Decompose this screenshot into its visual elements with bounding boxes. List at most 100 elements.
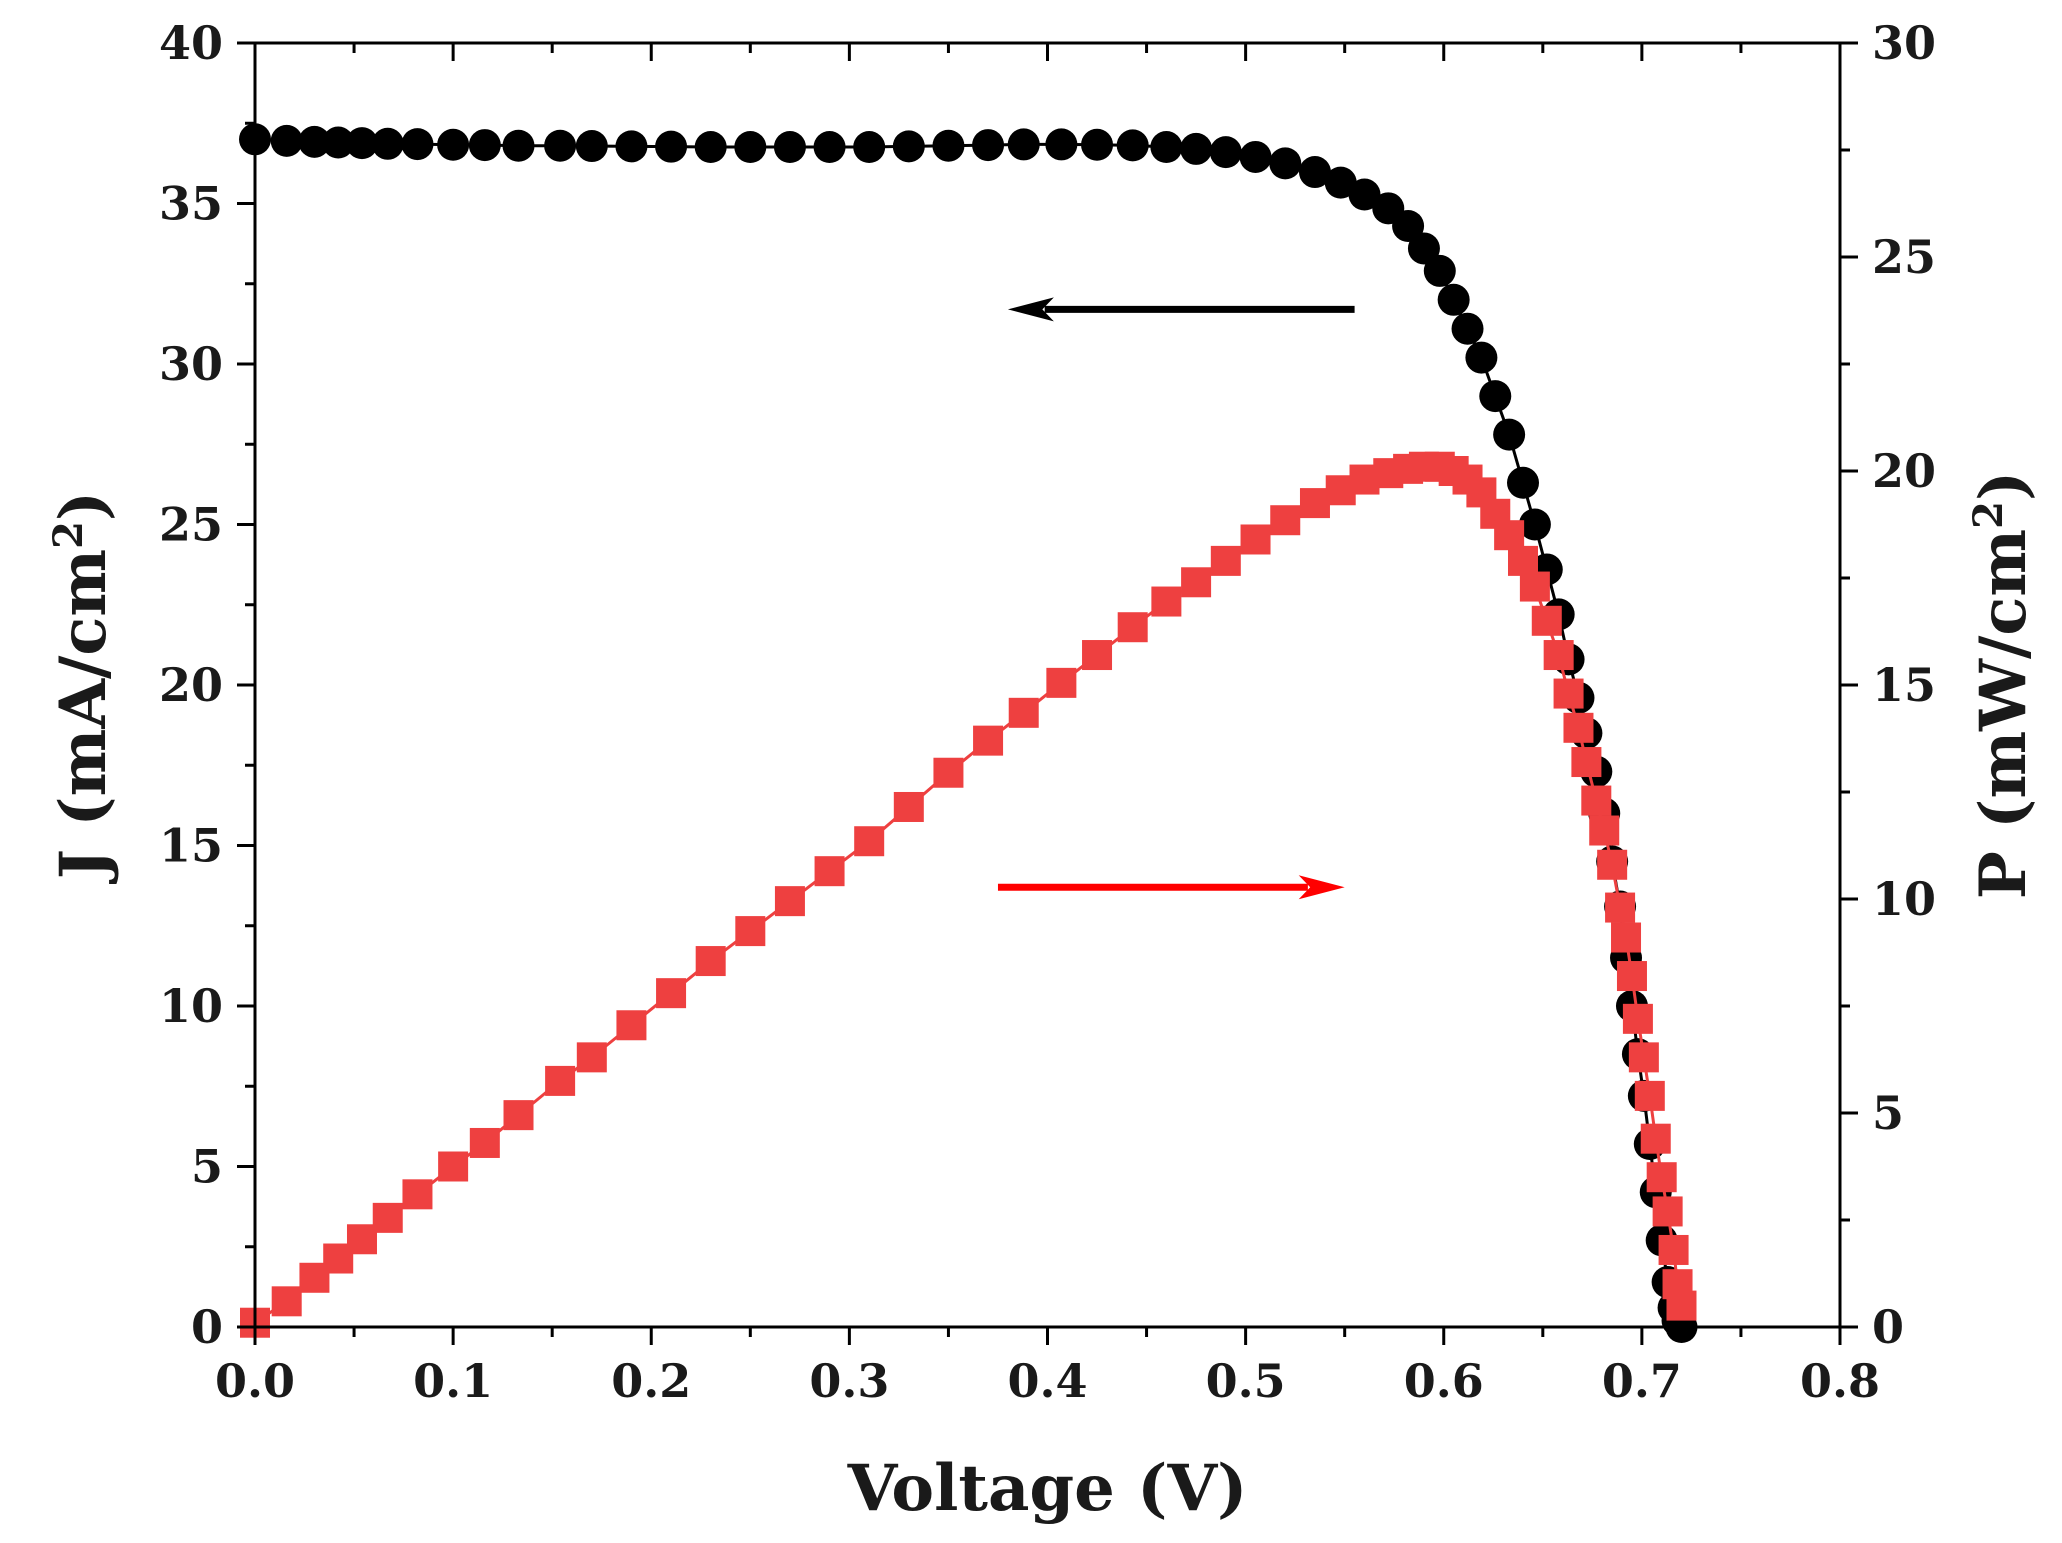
x-tick-label: 0.8 bbox=[1800, 1354, 1880, 1408]
data-point-j bbox=[401, 128, 434, 161]
data-point-j bbox=[575, 130, 608, 163]
data-point-j bbox=[1348, 178, 1381, 211]
data-point-p bbox=[438, 1151, 469, 1182]
arrow-annotation-right bbox=[997, 875, 1345, 900]
x-tick-label: 0.5 bbox=[1206, 1354, 1286, 1408]
data-point-j bbox=[1150, 131, 1183, 164]
data-point-p bbox=[1494, 520, 1525, 551]
data-point-p bbox=[346, 1224, 377, 1255]
arrow-head bbox=[1298, 875, 1345, 900]
data-point-p bbox=[973, 725, 1004, 756]
y2-axis-title-sup: 2 bbox=[1965, 501, 2012, 529]
data-point-p bbox=[1634, 1080, 1665, 1111]
arrow-annotation-left bbox=[1007, 297, 1355, 322]
y2-tick-label: 30 bbox=[1872, 16, 1936, 70]
y2-axis-title: P (mW/cm2) bbox=[1965, 471, 2042, 899]
data-point-p bbox=[1519, 571, 1550, 602]
y-tick-label: 5 bbox=[191, 1140, 223, 1194]
data-point-p bbox=[1640, 1123, 1671, 1154]
series-line-p bbox=[254, 465, 1683, 1324]
data-point-p bbox=[854, 826, 885, 857]
y2-axis-title-main: P (mW/cm bbox=[1966, 529, 2041, 899]
y-tick-label: 35 bbox=[159, 177, 223, 231]
x-tick-label: 0.0 bbox=[215, 1354, 295, 1408]
data-point-j bbox=[1180, 132, 1213, 165]
x-axis-title: Voltage (V) bbox=[847, 1451, 1248, 1526]
data-point-j bbox=[813, 131, 846, 164]
y2-tick-label: 20 bbox=[1872, 444, 1936, 498]
data-point-j bbox=[1518, 508, 1551, 541]
data-point-j bbox=[1423, 254, 1456, 287]
y-axis-title-close: ) bbox=[46, 491, 121, 521]
data-point-j bbox=[1451, 312, 1484, 345]
data-point-p bbox=[1008, 697, 1039, 728]
data-point-p bbox=[814, 856, 845, 887]
x-tick-label: 0.7 bbox=[1602, 1354, 1682, 1408]
data-point-j bbox=[544, 129, 577, 162]
data-point-p bbox=[1046, 667, 1077, 698]
data-point-j bbox=[1324, 166, 1357, 199]
data-point-p bbox=[1117, 612, 1148, 643]
data-point-p bbox=[1531, 605, 1562, 636]
data-point-p bbox=[735, 916, 766, 947]
data-point-p bbox=[1151, 586, 1182, 617]
data-point-j bbox=[298, 125, 331, 158]
arrow-head bbox=[1007, 297, 1054, 322]
data-point-p bbox=[1299, 488, 1330, 519]
data-point-p bbox=[774, 886, 805, 917]
data-point-p bbox=[1597, 849, 1628, 880]
data-point-p bbox=[1508, 545, 1538, 576]
data-point-p bbox=[1082, 640, 1113, 671]
annotation-layer bbox=[997, 297, 1355, 900]
data-point-p bbox=[1628, 1042, 1659, 1073]
axes-layer: 0.0 0.1 0.2 0.3 0.4 0.5 0.6 0.7 0.80510152025303… bbox=[159, 16, 1936, 1408]
data-point-p bbox=[1589, 815, 1620, 846]
data-point-j bbox=[1407, 232, 1440, 265]
data-point-j bbox=[1239, 140, 1272, 173]
y-tick-label: 30 bbox=[159, 337, 223, 391]
data-point-p bbox=[656, 978, 687, 1009]
data-point-p bbox=[1658, 1234, 1689, 1265]
data-point-j bbox=[1298, 156, 1331, 189]
y2-tick-label: 10 bbox=[1872, 872, 1936, 926]
data-point-p bbox=[402, 1179, 433, 1210]
data-point-j bbox=[1045, 128, 1078, 161]
data-point-p bbox=[1553, 678, 1584, 709]
y-tick-label: 15 bbox=[159, 819, 223, 873]
data-point-p bbox=[933, 757, 964, 788]
x-tick-label: 0.2 bbox=[611, 1354, 691, 1408]
data-point-j bbox=[502, 129, 535, 162]
data-point-p bbox=[576, 1042, 607, 1073]
data-point-p bbox=[1622, 1003, 1653, 1034]
data-point-p bbox=[503, 1100, 534, 1131]
data-point-p bbox=[1611, 922, 1642, 953]
data-point-p bbox=[893, 791, 924, 822]
data-point-j bbox=[1437, 283, 1470, 316]
x-tick-label: 0.1 bbox=[413, 1354, 493, 1408]
data-point-p bbox=[1666, 1290, 1697, 1321]
data-point-j bbox=[371, 127, 404, 160]
data-point-j bbox=[1392, 209, 1425, 242]
data-point-j bbox=[1479, 380, 1512, 413]
data-point-j bbox=[1493, 418, 1526, 451]
data-point-j bbox=[972, 129, 1005, 162]
data-point-j bbox=[322, 126, 355, 159]
series-layer bbox=[239, 123, 1698, 1343]
y-axis-title: J (mA/cm2) bbox=[45, 491, 122, 884]
data-point-p bbox=[1181, 567, 1212, 598]
data-point-j bbox=[734, 131, 767, 164]
data-point-j bbox=[615, 130, 648, 163]
series-j bbox=[239, 123, 1698, 1343]
data-point-j bbox=[437, 128, 470, 161]
y2-tick-label: 25 bbox=[1872, 230, 1936, 284]
data-point-j bbox=[1209, 136, 1242, 169]
data-point-p bbox=[1646, 1162, 1677, 1193]
y-tick-label: 0 bbox=[191, 1300, 223, 1354]
y2-tick-label: 5 bbox=[1872, 1086, 1904, 1140]
y-axis-title-main: J (mA/cm bbox=[46, 549, 121, 884]
data-point-p bbox=[1240, 524, 1271, 555]
x-tick-label: 0.6 bbox=[1404, 1354, 1484, 1408]
data-point-p bbox=[695, 946, 726, 977]
data-point-p bbox=[1571, 747, 1602, 778]
